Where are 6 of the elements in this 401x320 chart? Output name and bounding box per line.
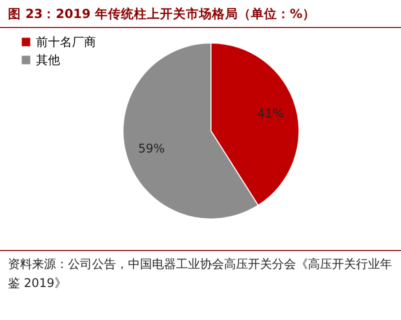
legend-label: 前十名厂商	[36, 35, 96, 49]
text: 资料来源：公司公告，中国电器工业协会高压开关分会《高压开关行业年鉴 2019》	[0, 250, 401, 298]
legend-label: 其他	[36, 53, 60, 67]
data-label: 41%	[257, 106, 284, 121]
chart-title: 图 23：2019 年传统柱上开关市场格局（单位：%）	[0, 0, 401, 28]
data-label: 59%	[138, 141, 165, 156]
